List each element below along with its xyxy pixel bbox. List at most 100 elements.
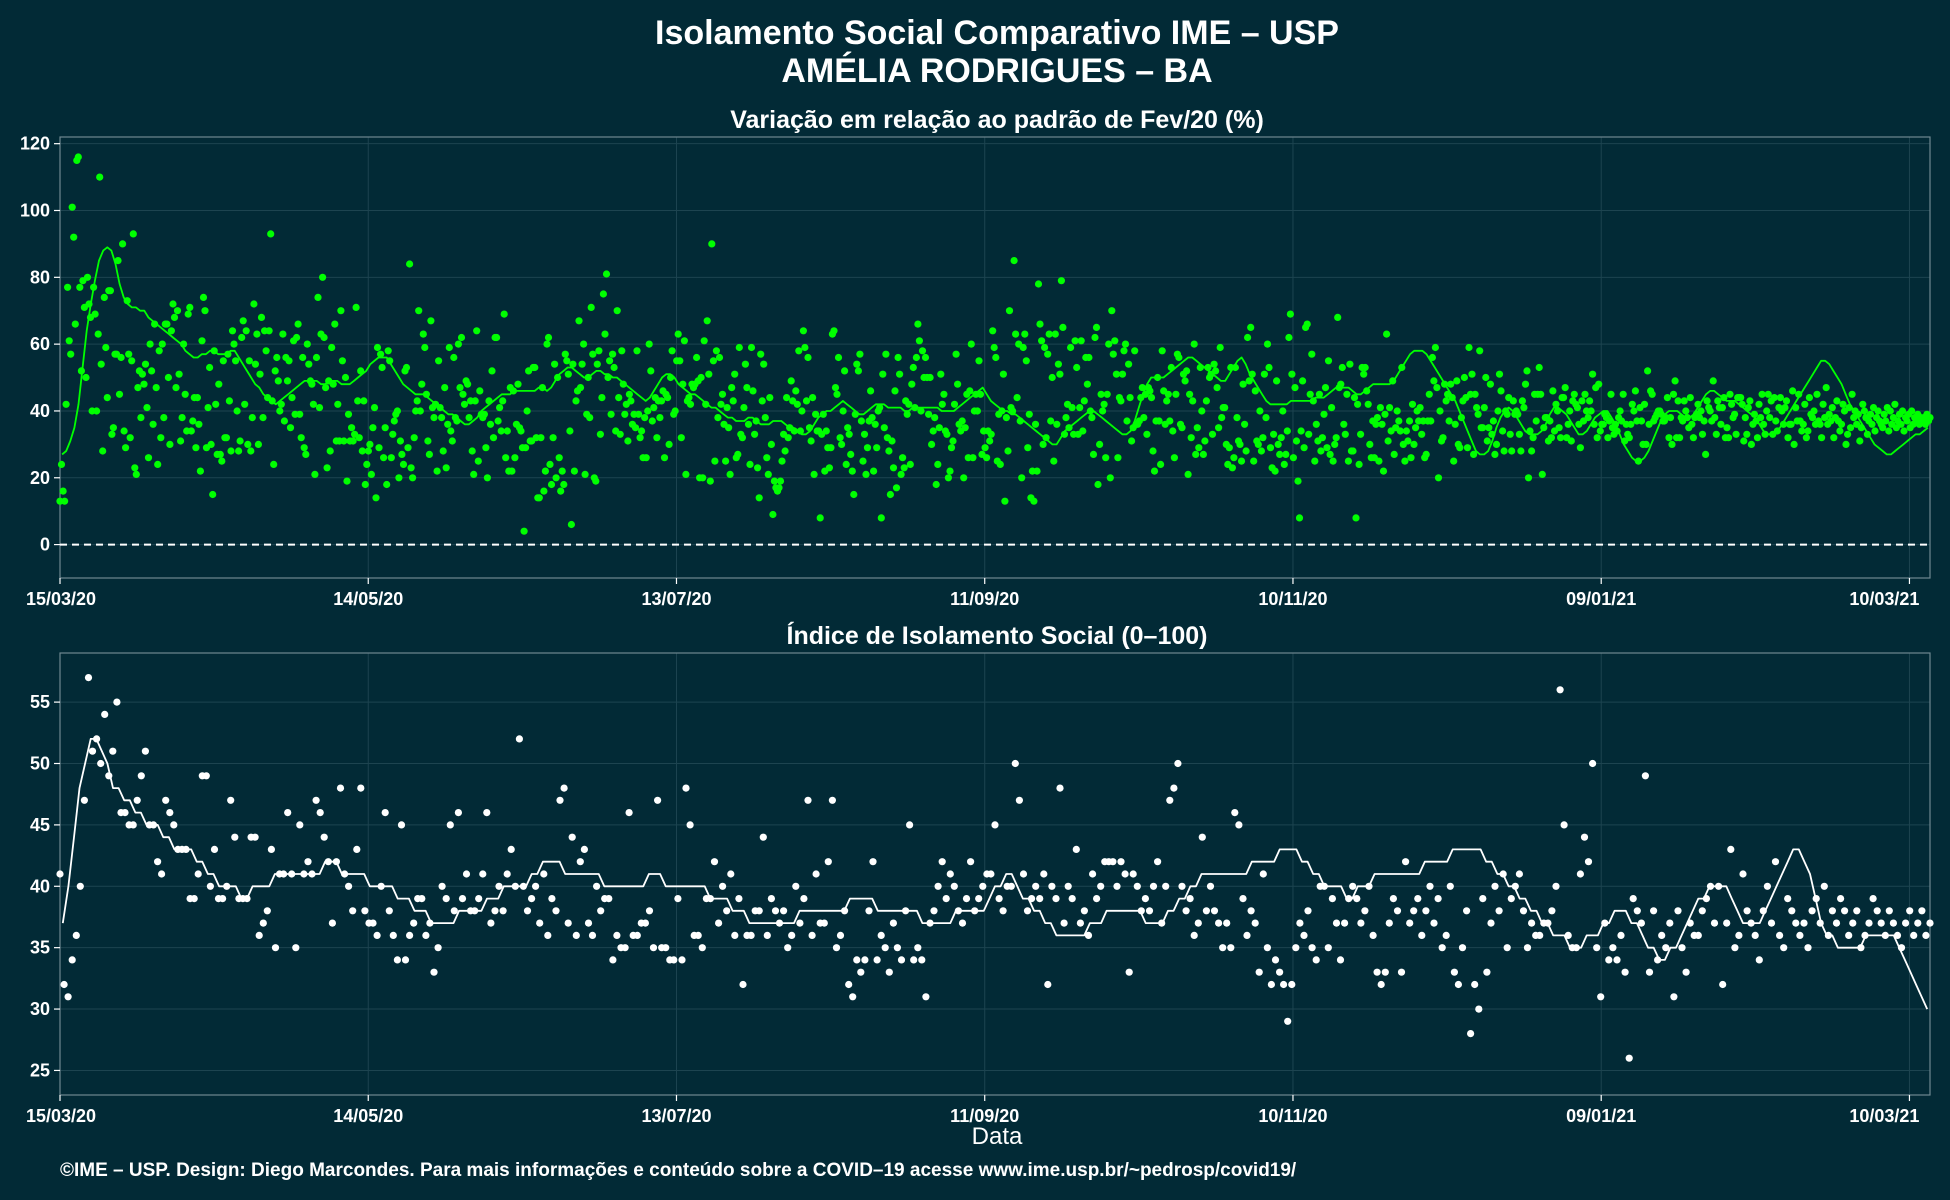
data-point	[1495, 907, 1503, 915]
data-point	[1022, 357, 1030, 365]
data-point	[1418, 430, 1426, 438]
data-point	[187, 427, 195, 435]
data-point	[576, 384, 585, 392]
data-point	[1573, 404, 1581, 412]
data-point	[215, 380, 223, 388]
data-point	[1767, 919, 1776, 927]
data-point	[905, 400, 913, 408]
data-point	[1320, 410, 1328, 418]
data-point	[470, 470, 478, 478]
data-point	[674, 330, 682, 338]
data-point	[1743, 907, 1751, 915]
data-point	[947, 444, 956, 452]
data-point	[926, 373, 934, 382]
data-point	[1007, 882, 1015, 890]
data-point	[1407, 454, 1415, 462]
data-point	[833, 390, 841, 398]
data-point	[822, 427, 830, 435]
data-point	[969, 454, 977, 462]
data-point	[522, 444, 530, 452]
data-point	[336, 784, 345, 792]
data-point	[267, 845, 275, 854]
data-point	[1604, 434, 1612, 442]
data-point	[910, 956, 918, 964]
data-point	[148, 367, 156, 375]
data-point	[284, 809, 292, 817]
data-point	[1758, 390, 1766, 398]
data-point	[190, 895, 198, 903]
data-point	[593, 360, 601, 368]
data-point	[1727, 845, 1735, 854]
data-point	[1005, 307, 1014, 315]
data-point	[560, 784, 568, 792]
data-point	[157, 434, 165, 442]
data-point	[520, 527, 528, 535]
data-point	[1068, 404, 1076, 412]
data-point	[1874, 407, 1882, 415]
data-point	[352, 303, 360, 311]
data-point	[615, 394, 623, 402]
data-point	[1865, 919, 1873, 927]
data-point	[1538, 470, 1546, 478]
data-point	[1198, 407, 1206, 415]
y-tick-label: 50	[30, 754, 50, 774]
data-point	[1819, 400, 1827, 408]
data-point	[129, 821, 137, 829]
data-point	[384, 347, 392, 355]
data-point	[934, 882, 942, 890]
data-point	[1642, 440, 1650, 448]
data-point	[1223, 919, 1231, 927]
data-point	[854, 367, 863, 375]
data-point	[1781, 404, 1789, 412]
data-point	[464, 380, 472, 388]
data-point	[1503, 944, 1511, 952]
data-point	[1288, 370, 1296, 378]
data-point	[1818, 434, 1826, 442]
data-point	[1154, 858, 1162, 866]
data-point	[1671, 377, 1679, 385]
data-point	[903, 410, 911, 418]
data-point	[1589, 370, 1597, 378]
data-point	[444, 420, 452, 428]
data-point	[1566, 407, 1574, 415]
data-point	[1772, 417, 1780, 425]
data-point	[631, 424, 640, 432]
data-point	[1552, 400, 1560, 408]
data-point	[556, 796, 564, 804]
data-point	[128, 357, 136, 365]
data-point	[1844, 430, 1852, 438]
data-point	[1450, 968, 1458, 976]
data-point	[1418, 931, 1426, 940]
data-point	[1054, 360, 1062, 368]
data-point	[353, 845, 361, 854]
data-point	[390, 417, 398, 425]
data-point	[169, 300, 177, 308]
data-point	[1755, 400, 1763, 408]
data-point	[1109, 858, 1117, 866]
data-point	[949, 437, 957, 445]
data-point	[935, 424, 943, 432]
data-point	[621, 410, 629, 418]
data-point	[728, 384, 736, 392]
data-point	[1497, 387, 1505, 395]
data-point	[1286, 310, 1294, 318]
data-point	[784, 944, 792, 952]
data-point	[645, 907, 654, 915]
data-point	[616, 430, 624, 438]
data-point	[377, 350, 385, 358]
data-point	[1438, 944, 1446, 952]
data-point	[304, 858, 312, 866]
data-point	[500, 310, 508, 318]
data-point	[1360, 370, 1368, 378]
data-point	[918, 347, 927, 355]
data-point	[1072, 845, 1080, 854]
data-point	[853, 956, 861, 964]
data-point	[119, 240, 127, 248]
data-point	[430, 414, 438, 422]
data-point	[931, 414, 939, 422]
data-point	[1283, 427, 1291, 435]
data-point	[1726, 390, 1734, 398]
data-point	[1384, 437, 1392, 445]
data-point	[425, 450, 433, 458]
